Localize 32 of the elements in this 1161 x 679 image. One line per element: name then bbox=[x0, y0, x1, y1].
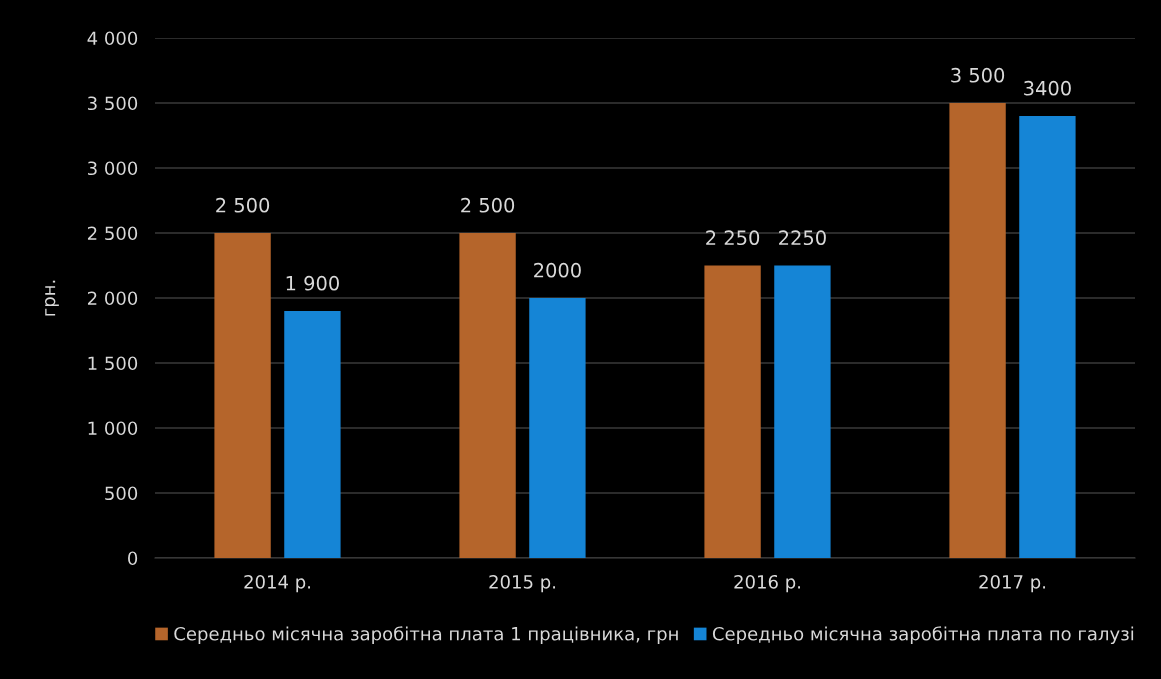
bar bbox=[704, 265, 761, 558]
y-tick-label: 3 000 bbox=[88, 161, 138, 176]
data-label: 3 500 bbox=[951, 67, 1005, 83]
bar bbox=[214, 233, 271, 558]
bar bbox=[1019, 116, 1076, 558]
bar bbox=[774, 265, 831, 558]
data-label: 3400 bbox=[1024, 80, 1071, 96]
bar bbox=[459, 233, 516, 558]
y-tick-label: 2 000 bbox=[87, 291, 138, 306]
data-label: 2250 bbox=[779, 230, 826, 246]
legend-label: Середньо місячна заробітна плата по галузі bbox=[712, 626, 1134, 645]
y-tick-label: 1 000 bbox=[88, 421, 138, 436]
y-tick-label: 2 500 bbox=[87, 226, 138, 241]
y-axis-title: грн. bbox=[45, 280, 59, 316]
x-tick-label: 2016 р. bbox=[734, 574, 800, 593]
y-tick-label: 4 000 bbox=[87, 31, 138, 46]
x-tick-label: 2015 р. bbox=[489, 574, 555, 593]
y-tick-label: 1 500 bbox=[88, 356, 138, 371]
bar bbox=[284, 311, 341, 558]
y-tick-label: 3 500 bbox=[88, 96, 138, 111]
data-label: 1 900 bbox=[286, 275, 339, 291]
data-label: 2 500 bbox=[461, 197, 515, 213]
y-tick-label: 500 bbox=[105, 486, 138, 501]
y-tick-label: 0 bbox=[128, 551, 138, 566]
x-tick-label: 2017 р. bbox=[979, 574, 1045, 593]
data-label: 2 500 bbox=[216, 197, 270, 213]
data-label: 2000 bbox=[534, 262, 581, 278]
bar bbox=[949, 103, 1006, 558]
data-label: 2 250 bbox=[706, 230, 760, 246]
x-tick-label: 2014 р. bbox=[244, 574, 310, 593]
bar bbox=[529, 298, 586, 558]
legend-label: Середньо місячна заробітна плата 1 працівника, грн bbox=[174, 626, 678, 645]
